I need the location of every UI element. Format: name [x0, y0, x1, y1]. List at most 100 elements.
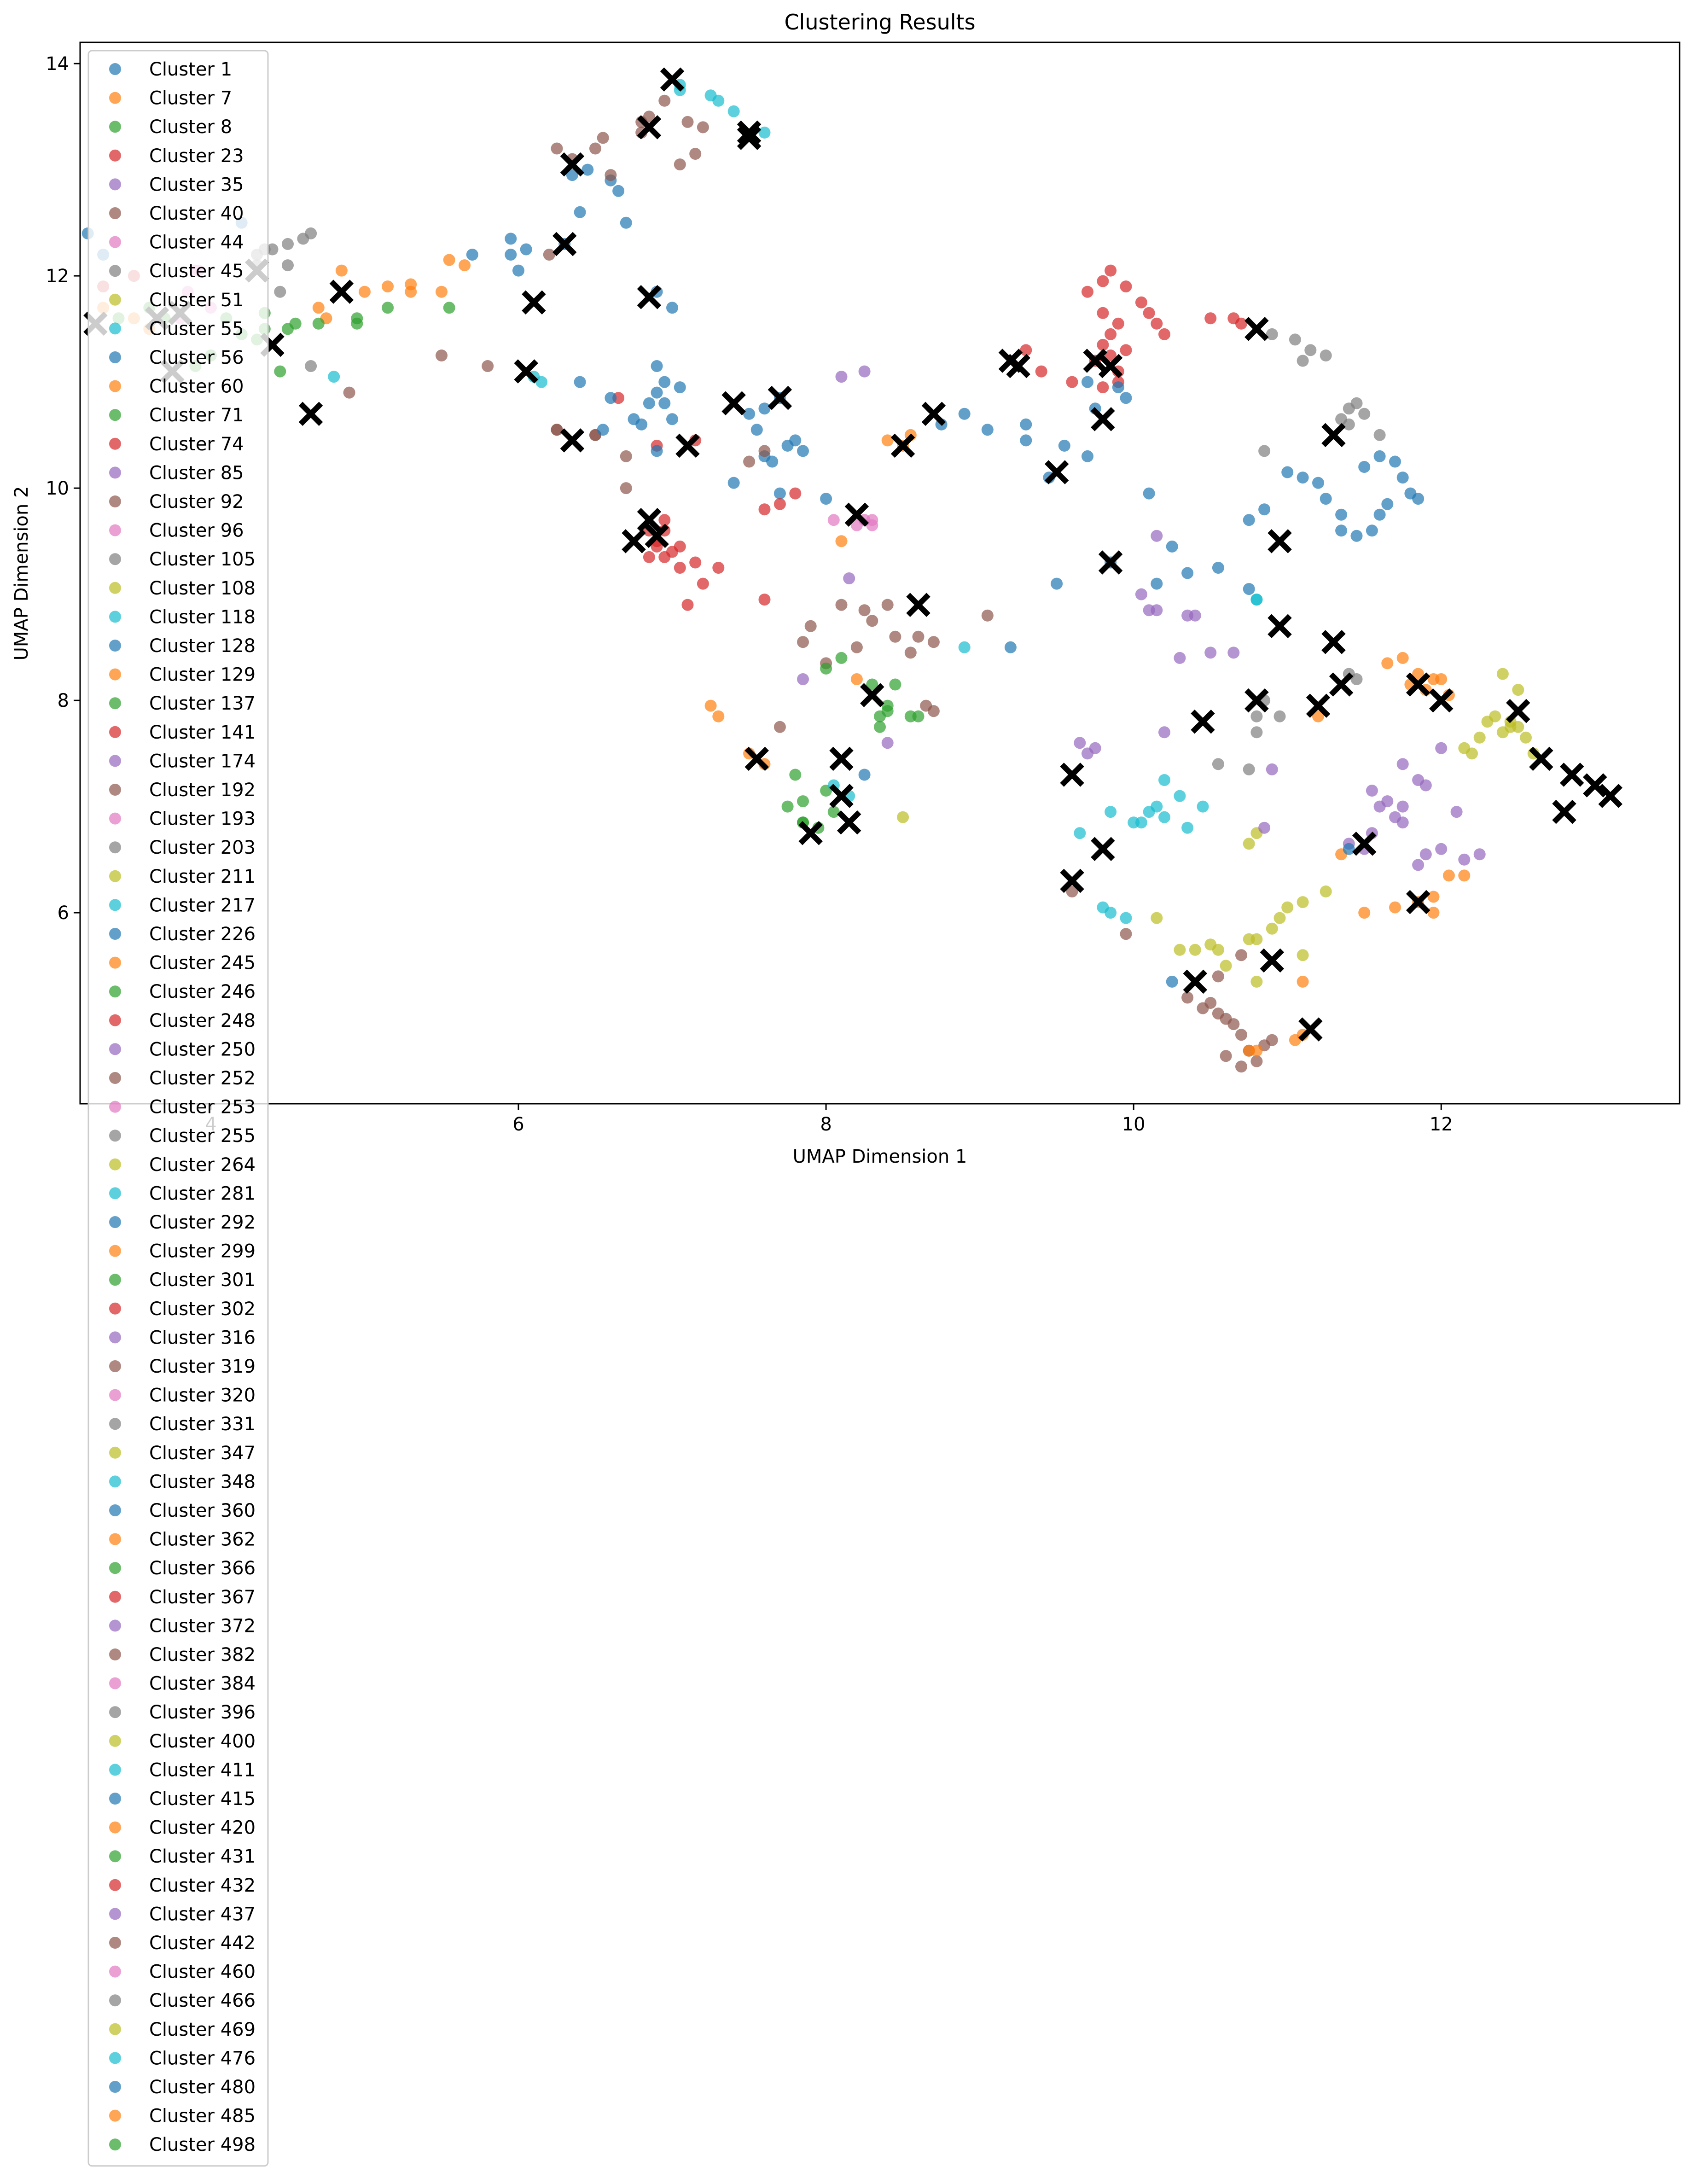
- legend-label: Cluster 250: [149, 1039, 256, 1060]
- legend-marker: [109, 1187, 121, 1200]
- data-point: [697, 577, 709, 590]
- data-point: [1396, 800, 1409, 813]
- legend-entry: Cluster 248: [109, 1010, 256, 1031]
- centroid-marker: [829, 746, 854, 771]
- data-point: [297, 233, 309, 245]
- legend-label: Cluster 51: [149, 290, 244, 311]
- data-point: [1466, 747, 1478, 760]
- legend-label: Cluster 485: [149, 2106, 256, 2127]
- centroid-marker: [560, 428, 585, 453]
- legend-label: Cluster 432: [149, 1875, 256, 1896]
- data-point: [1004, 641, 1017, 653]
- legend-entry: Cluster 40: [109, 203, 244, 224]
- data-point: [1320, 349, 1332, 361]
- data-point: [312, 317, 325, 330]
- data-point: [1289, 1034, 1301, 1046]
- centroid-marker: [1329, 672, 1354, 697]
- data-point: [1235, 1029, 1247, 1041]
- data-point: [1258, 445, 1271, 457]
- data-point: [1381, 657, 1394, 670]
- legend-entry: Cluster 411: [109, 1759, 256, 1781]
- data-point: [1250, 1044, 1263, 1057]
- legend-marker: [109, 1965, 121, 1978]
- data-point: [1304, 344, 1317, 356]
- legend-label: Cluster 246: [149, 981, 256, 1002]
- legend-marker: [109, 1821, 121, 1834]
- legend-entry: Cluster 250: [109, 1039, 256, 1060]
- data-point: [1335, 524, 1348, 537]
- data-point: [927, 636, 940, 648]
- data-point: [858, 769, 871, 781]
- data-point: [1151, 317, 1163, 330]
- legend-label: Cluster 96: [149, 520, 244, 542]
- legend-entry: Cluster 302: [109, 1299, 256, 1320]
- data-point: [1174, 652, 1186, 664]
- data-point: [1312, 477, 1324, 489]
- legend-marker: [109, 1706, 121, 1718]
- legend-label: Cluster 56: [149, 347, 244, 368]
- data-point: [1212, 758, 1224, 770]
- centroid-marker: [675, 433, 700, 458]
- data-point: [1266, 328, 1278, 340]
- data-point: [1396, 652, 1409, 664]
- data-point: [820, 662, 832, 675]
- centroid-marker: [737, 126, 762, 150]
- data-point: [681, 116, 694, 128]
- legend-label: Cluster 217: [149, 895, 256, 916]
- legend-entry: Cluster 400: [109, 1731, 256, 1752]
- legend-marker: [109, 1274, 121, 1286]
- centroid-marker: [1060, 763, 1084, 787]
- data-point: [1335, 508, 1348, 521]
- data-point: [1320, 885, 1332, 897]
- centroid-marker: [906, 593, 930, 617]
- data-point: [881, 599, 894, 611]
- data-point: [1212, 970, 1224, 983]
- legend-label: Cluster 35: [149, 174, 244, 195]
- legend-entry: Cluster 347: [109, 1443, 256, 1464]
- legend-entry: Cluster 8: [109, 116, 232, 138]
- data-point: [1350, 530, 1363, 542]
- data-point: [758, 402, 771, 415]
- legend-label: Cluster 105: [149, 549, 256, 570]
- data-point: [589, 142, 601, 155]
- legend-entry: Cluster 55: [109, 318, 244, 339]
- data-point: [1220, 960, 1232, 972]
- centroid-marker: [1583, 773, 1607, 798]
- data-point: [1158, 328, 1170, 340]
- legend-marker: [109, 784, 121, 796]
- x-tick-label: 8: [820, 1114, 832, 1135]
- data-point: [1450, 806, 1463, 818]
- legend-marker: [109, 1504, 121, 1516]
- data-point: [1366, 785, 1378, 797]
- centroid-marker: [921, 402, 946, 426]
- data-point: [1158, 774, 1170, 786]
- legend-entry: Cluster 71: [109, 405, 244, 426]
- data-point: [781, 800, 794, 813]
- data-point: [758, 445, 771, 457]
- legend-entry: Cluster 320: [109, 1385, 256, 1406]
- data-point: [1243, 933, 1255, 945]
- data-point: [651, 540, 663, 553]
- data-point: [1496, 668, 1509, 680]
- data-point: [1419, 779, 1432, 792]
- legend-marker: [109, 755, 121, 767]
- centroid-marker: [1406, 890, 1431, 914]
- legend-label: Cluster 460: [149, 1962, 256, 1983]
- legend-label: Cluster 431: [149, 1846, 256, 1867]
- legend-marker: [109, 985, 121, 998]
- data-point: [543, 249, 555, 261]
- y-tick-label: 12: [46, 266, 69, 287]
- data-point: [1442, 869, 1455, 882]
- data-point: [1297, 472, 1309, 484]
- data-point: [697, 121, 709, 134]
- centroid-marker: [1006, 354, 1030, 379]
- data-point: [1389, 811, 1401, 823]
- legend-label: Cluster 415: [149, 1788, 256, 1810]
- data-point: [1212, 562, 1224, 574]
- data-point: [1166, 975, 1178, 988]
- legend-label: Cluster 23: [149, 146, 244, 167]
- data-point: [1082, 285, 1093, 298]
- data-point: [436, 349, 448, 361]
- centroid-marker: [721, 391, 746, 415]
- data-point: [335, 264, 348, 277]
